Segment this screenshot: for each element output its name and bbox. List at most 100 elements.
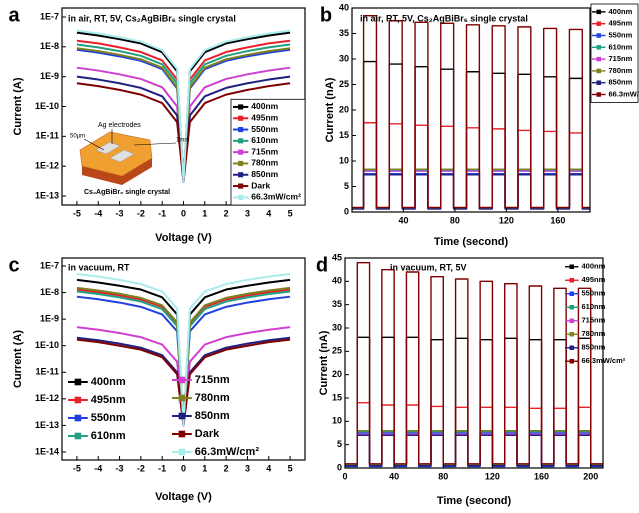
legend-marker xyxy=(596,68,601,74)
legend-marker xyxy=(238,115,244,121)
legend-label: 780nm xyxy=(251,158,278,168)
x-tick-label: -5 xyxy=(73,463,81,473)
y-tick-label: 1E-13 xyxy=(35,190,59,200)
y-tick-label: 1E-11 xyxy=(35,131,59,141)
legend-label: 850nm xyxy=(582,343,606,352)
x-tick-label: 2 xyxy=(224,208,229,218)
y-tick-label: 35 xyxy=(332,299,342,309)
x-tick-label: 0 xyxy=(342,471,347,481)
y-tick-label: 5 xyxy=(344,181,349,191)
legend-label: 495nm xyxy=(582,275,606,284)
legend-label: 780nm xyxy=(195,392,230,404)
inset-label: 1mm xyxy=(176,138,189,144)
legend-marker xyxy=(596,9,601,15)
x-tick-label: 2 xyxy=(224,463,229,473)
legend-marker xyxy=(569,345,574,350)
legend-marker xyxy=(238,160,244,166)
legend-label: 66.3mW/cm² xyxy=(582,356,626,365)
y-axis-label: Current (nA) xyxy=(324,77,336,142)
legend-marker xyxy=(238,172,244,178)
legend-label: 495nm xyxy=(609,19,633,28)
series-line xyxy=(352,169,590,209)
inset-label: Ag electrodes xyxy=(98,122,141,129)
annotation: in vacuum, RT, 5V xyxy=(390,262,467,272)
series-line xyxy=(352,60,590,209)
legend-marker xyxy=(178,412,186,420)
x-axis-label: Time (second) xyxy=(437,495,512,507)
y-tick-label: 1E-9 xyxy=(40,71,59,81)
legend-label: 715nm xyxy=(195,374,230,386)
series-line xyxy=(352,174,590,210)
series-line xyxy=(76,273,291,427)
y-tick-label: 1E-11 xyxy=(35,367,59,377)
plot-area xyxy=(76,273,291,427)
legend-label: 400nm xyxy=(91,376,126,388)
x-axis-label: Voltage (V) xyxy=(155,232,212,244)
y-tick-label: 1E-8 xyxy=(40,41,59,51)
legend-marker xyxy=(569,291,574,296)
legend-marker xyxy=(238,138,244,144)
legend-label: 850nm xyxy=(195,410,230,422)
legend-marker xyxy=(238,149,244,155)
legend-marker xyxy=(596,56,601,62)
legend-label: 400nm xyxy=(582,262,606,271)
x-tick-label: 3 xyxy=(245,208,250,218)
series-line xyxy=(352,173,590,210)
x-tick-label: 0 xyxy=(181,463,186,473)
axes-frame xyxy=(351,7,591,213)
y-tick-label: 1E-9 xyxy=(40,314,59,324)
y-tick-label: 35 xyxy=(339,28,349,38)
x-axis-label: Time (second) xyxy=(434,236,509,248)
x-tick-label: 120 xyxy=(499,215,514,225)
series-line xyxy=(352,122,590,209)
y-tick-label: 1E-8 xyxy=(40,287,59,297)
annotation: in air, RT, 5V, Cs₂AgBiBr₆ single crysta… xyxy=(68,13,236,23)
series-line xyxy=(352,168,590,209)
legend-label: 715nm xyxy=(251,146,278,156)
legend-marker xyxy=(238,194,244,200)
series-line xyxy=(345,432,603,468)
y-axis-label: Current (A) xyxy=(12,77,24,135)
legend-label: 610nm xyxy=(582,302,606,311)
panel-label: a xyxy=(8,4,20,26)
legend-marker xyxy=(178,376,186,384)
x-tick-label: -3 xyxy=(116,463,124,473)
series-line xyxy=(352,14,590,209)
x-tick-label: 200 xyxy=(583,471,598,481)
legend-marker xyxy=(569,359,574,364)
x-tick-label: 40 xyxy=(389,471,399,481)
series-line xyxy=(345,261,603,465)
y-tick-label: 20 xyxy=(332,369,342,379)
x-tick-label: 4 xyxy=(266,208,271,218)
legend-marker xyxy=(74,396,82,404)
y-tick-label: 0 xyxy=(337,462,342,472)
legend-label: 550nm xyxy=(582,289,606,298)
legend-marker xyxy=(569,332,574,337)
crystal-top xyxy=(79,131,153,177)
x-tick-label: -1 xyxy=(158,463,166,473)
x-tick-label: -3 xyxy=(116,208,124,218)
y-tick-label: 1E-7 xyxy=(40,260,59,270)
series-line xyxy=(345,434,603,467)
legend-marker xyxy=(178,448,186,456)
series-line xyxy=(352,170,590,210)
legend-label: 715nm xyxy=(609,54,633,63)
inset-label: Cs₂AgBiBr₆ single crystal xyxy=(84,189,170,196)
legend-label: 550nm xyxy=(91,412,126,424)
leader-line xyxy=(133,142,177,146)
plot-area xyxy=(76,29,291,183)
annotation: in vacuum, RT xyxy=(68,262,130,272)
x-tick-label: 3 xyxy=(245,463,250,473)
y-tick-label: 1E-12 xyxy=(35,161,59,171)
x-tick-label: 160 xyxy=(534,471,549,481)
legend-marker xyxy=(178,394,186,402)
y-tick-label: 10 xyxy=(339,155,349,165)
y-axis-label: Current (A) xyxy=(12,330,24,388)
x-tick-label: 160 xyxy=(550,215,565,225)
legend-marker xyxy=(596,21,601,26)
series-line xyxy=(76,29,291,183)
x-tick-label: -4 xyxy=(94,208,102,218)
series-line xyxy=(76,295,291,427)
y-tick-label: 1E-13 xyxy=(35,420,59,430)
